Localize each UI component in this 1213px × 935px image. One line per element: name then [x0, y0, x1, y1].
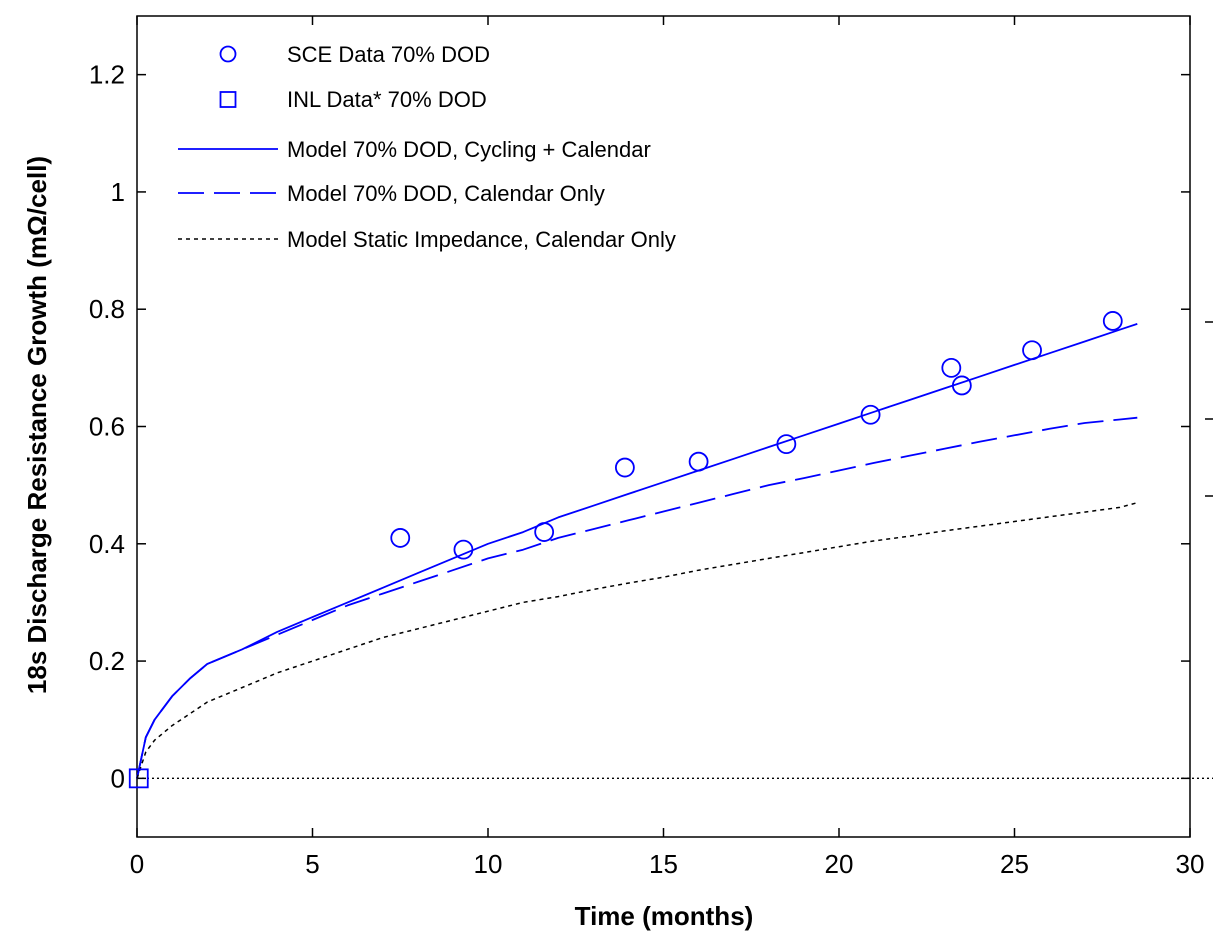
y-tick-label: 1.2 — [89, 60, 125, 90]
y-tick-label: 0.2 — [89, 646, 125, 676]
x-tick-label: 30 — [1176, 849, 1205, 879]
legend-label-model-static: Model Static Impedance, Calendar Only — [287, 227, 676, 252]
x-tick-label: 20 — [825, 849, 854, 879]
legend-label-inl-data: INL Data* 70% DOD — [287, 87, 487, 112]
y-tick-label: 0.4 — [89, 529, 125, 559]
sce-data-point — [776, 434, 797, 454]
sce-data-point — [688, 451, 709, 472]
y-tick-label: 0 — [111, 763, 125, 793]
series-layer — [128, 311, 1138, 789]
y-tick-label: 0.6 — [89, 412, 125, 442]
plot-frame — [136, 15, 1191, 838]
x-tick-label: 10 — [474, 849, 503, 879]
y-axis-title: 18s Discharge Resistance Growth (mΩ/cell… — [22, 156, 52, 694]
sce-data-point — [1022, 340, 1042, 361]
sce-data-point — [390, 528, 411, 548]
sce-data-point — [941, 357, 962, 378]
legend-label-model-cycling: Model 70% DOD, Cycling + Calendar — [287, 137, 651, 162]
sce-data-point — [951, 375, 972, 396]
x-axis-title: Time (months) — [575, 901, 754, 931]
legend-label-model-calendar: Model 70% DOD, Calendar Only — [287, 181, 605, 206]
legend-square-marker — [219, 91, 237, 108]
inl-data-point — [128, 768, 149, 789]
x-tick-label: 5 — [305, 849, 319, 879]
series-line-static-impedance — [136, 501, 1138, 779]
legend-circle-marker — [219, 45, 237, 63]
axis-ticks: 0 5 10 15 20 25 30 0 0.2 0.4 0.6 0.8 1 1.2 — [89, 16, 1205, 879]
x-tick-label: 25 — [1000, 849, 1029, 879]
y-tick-label: 0.8 — [89, 294, 125, 324]
series-line-calendar-only — [136, 416, 1138, 779]
x-tick-label: 15 — [649, 849, 678, 879]
legend: SCE Data 70% DOD INL Data* 70% DOD Model… — [178, 42, 676, 252]
sce-data-point — [534, 522, 555, 542]
sce-data-point — [860, 404, 881, 425]
y-tick-label: 1 — [111, 177, 125, 207]
sce-data-point — [1102, 311, 1123, 331]
sce-data-point — [614, 457, 635, 478]
sce-data-point — [453, 539, 474, 560]
legend-label-sce-data: SCE Data 70% DOD — [287, 42, 490, 67]
x-tick-label: 0 — [130, 849, 144, 879]
